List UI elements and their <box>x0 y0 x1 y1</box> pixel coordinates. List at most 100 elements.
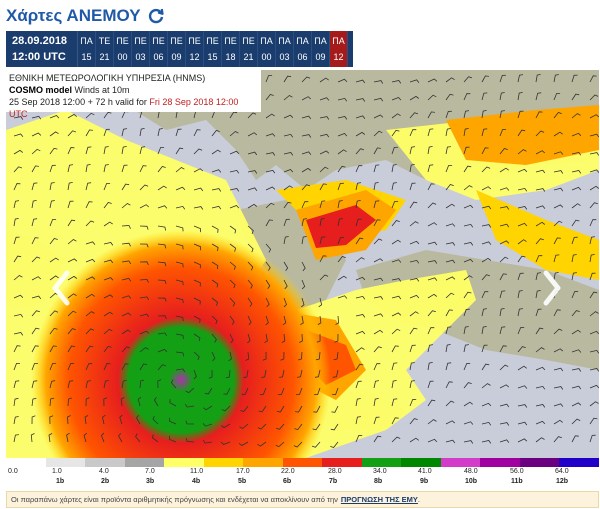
run-info: 25 Sep 2018 12:00 + 72 h valid for <box>9 97 147 107</box>
legend-swatch <box>164 458 204 467</box>
map-info-box: ΕΘΝΙΚΗ ΜΕΤΕΩΡΟΛΟΓΙΚΗ ΥΠΗΡΕΣΙΑ (ΗΝΜS) COS… <box>6 70 261 119</box>
agency-name: ΕΘΝΙΚΗ ΜΕΤΕΩΡΟΛΟΓΙΚΗ ΥΠΗΡΕΣΙΑ (ΗΝΜS) <box>9 73 206 83</box>
legend-ms-label: 7.0 <box>145 468 155 475</box>
wind-map: ΕΘΝΙΚΗ ΜΕΤΕΩΡΟΛΟΓΙΚΗ ΥΠΗΡΕΣΙΑ (ΗΝΜS) COS… <box>6 70 599 458</box>
legend-beaufort-label: 3b <box>146 478 155 485</box>
forecast-timeline: 28.09.2018 12:00 UTC ΠΑ 15 ΤΕ 21 ΠΕ 00 ΠΕ 03 ΠΕ 0… <box>6 31 353 67</box>
selected-datetime: 28.09.2018 12:00 UTC <box>6 31 78 67</box>
legend-swatch <box>440 458 481 467</box>
legend-beaufort-label: 7b <box>329 478 338 485</box>
timeline-slot[interactable]: ΠΕ 18 <box>222 31 240 67</box>
slot-day: ΠΑ <box>80 36 93 46</box>
slot-hour: 00 <box>117 52 128 62</box>
legend-beaufort-label: 6b <box>283 478 292 485</box>
legend-swatch <box>6 458 46 467</box>
timeline-slot[interactable]: ΠΕ 03 <box>132 31 150 67</box>
slot-hour: 12 <box>189 52 200 62</box>
slot-day: ΠΕ <box>188 36 201 46</box>
variable-name: Winds at 10m <box>74 85 130 95</box>
slot-day: ΠΕ <box>242 36 255 46</box>
slot-hour: 03 <box>135 52 146 62</box>
timeline-slot[interactable]: ΤΕ 21 <box>96 31 114 67</box>
timeline-slots: ΠΑ 15 ΤΕ 21 ΠΕ 00 ΠΕ 03 ΠΕ 06 ΠΕ 09 ΠΕ 12 ΠΕ 15 ΠΕ 18 ΠΕ 21… <box>78 31 353 67</box>
legend-beaufort-label: 12b <box>556 478 569 485</box>
slot-hour: 21 <box>99 52 110 62</box>
wind-legend: 0.0 1.0 4.0 7.0 11.0 17.0 22.0 28.0 34.0 41.0 48.0… <box>6 458 599 488</box>
legend-swatch <box>519 458 560 467</box>
timeline-slot[interactable]: ΠΕ 09 <box>168 31 186 67</box>
forecast-link[interactable]: ΠΡΟΓΝΩΣΗ ΤΗΣ ΕΜΥ <box>340 495 418 504</box>
timeline-slot[interactable]: ΠΑ 15 <box>78 31 96 67</box>
disclaimer-text: Οι παραπάνω χάρτες είναι προϊόντα αριθμη… <box>11 495 338 504</box>
legend-swatch <box>282 458 323 467</box>
slot-day: ΠΑ <box>332 36 345 46</box>
timeline-slot[interactable]: ΠΑ 12 <box>330 31 348 67</box>
legend-swatch <box>480 458 520 467</box>
slot-hour: 09 <box>315 52 326 62</box>
disclaimer: Οι παραπάνω χάρτες είναι προϊόντα αριθμη… <box>6 491 599 508</box>
slot-day: ΠΑ <box>314 36 327 46</box>
selected-time: 12:00 UTC <box>12 51 66 63</box>
legend-beaufort-label: 2b <box>101 478 110 485</box>
timeline-slot[interactable]: ΠΕ 15 <box>204 31 222 67</box>
timeline-slot[interactable]: ΠΑ 03 <box>276 31 294 67</box>
legend-beaufort-label: 5b <box>238 478 247 485</box>
legend-ms-label: 56.0 <box>510 468 524 475</box>
slot-hour: 00 <box>261 52 272 62</box>
valid-time: Fri 28 Sep 2018 12:00 UTC <box>9 97 239 119</box>
timeline-slot[interactable]: ΠΑ 06 <box>294 31 312 67</box>
legend-ms-label: 0.0 <box>8 468 18 475</box>
slot-day: ΠΕ <box>152 36 165 46</box>
legend-swatch <box>85 458 125 467</box>
legend-swatch <box>559 458 599 467</box>
legend-beaufort-label: 4b <box>192 478 201 485</box>
legend-color-bar <box>6 458 599 467</box>
legend-ms-label: 28.0 <box>328 468 342 475</box>
timeline-slot[interactable]: ΠΕ 06 <box>150 31 168 67</box>
legend-ms-label: 22.0 <box>281 468 295 475</box>
legend-beaufort-label: 11b <box>511 478 523 485</box>
legend-ms-label: 48.0 <box>464 468 478 475</box>
legend-beaufort-label: 10b <box>465 478 478 485</box>
legend-beaufort-label: 8b <box>374 478 383 485</box>
chevron-left-icon[interactable] <box>50 270 72 306</box>
legend-swatch <box>361 458 402 467</box>
wind-map-image <box>6 70 599 458</box>
slot-hour: 06 <box>297 52 308 62</box>
timeline-slot[interactable]: ΠΑ 00 <box>258 31 276 67</box>
legend-ms-label: 34.0 <box>373 468 387 475</box>
timeline-slot[interactable]: ΠΑ 09 <box>312 31 330 67</box>
legend-ms-label: 11.0 <box>190 468 204 475</box>
legend-ms-label: 4.0 <box>99 468 109 475</box>
selected-date: 28.09.2018 <box>12 35 68 47</box>
legend-swatch <box>45 458 86 467</box>
slot-hour: 09 <box>171 52 182 62</box>
legend-ms-label: 64.0 <box>555 468 569 475</box>
timeline-slot[interactable]: ΠΕ 00 <box>114 31 132 67</box>
page-title: Χάρτες ΑΝΕΜΟΥ <box>6 6 141 25</box>
model-name: COSMO model <box>9 85 73 95</box>
disclaimer-suffix: . <box>417 495 421 504</box>
legend-beaufort-labels: 1b 2b 3b 4b 5b 6b 7b 8b 9b 10b 11b 12b <box>6 477 599 488</box>
legend-ms-labels: 0.0 1.0 4.0 7.0 11.0 17.0 22.0 28.0 34.0 41.0 48.0… <box>6 467 599 477</box>
slot-hour: 18 <box>225 52 236 62</box>
slot-hour: 15 <box>207 52 218 62</box>
refresh-icon[interactable] <box>147 7 165 25</box>
timeline-slot[interactable]: ΠΕ 12 <box>186 31 204 67</box>
slot-day: ΠΕ <box>134 36 147 46</box>
slot-hour: 21 <box>243 52 254 62</box>
legend-swatch <box>401 458 441 467</box>
slot-day: ΠΕ <box>116 36 129 46</box>
slot-day: ΠΑ <box>296 36 309 46</box>
slot-hour: 15 <box>81 52 92 62</box>
legend-swatch <box>243 458 283 467</box>
slot-day: ΠΑ <box>278 36 291 46</box>
slot-day: ΠΕ <box>170 36 183 46</box>
header: Χάρτες ΑΝΕΜΟΥ <box>6 4 165 28</box>
timeline-slot[interactable]: ΠΕ 21 <box>240 31 258 67</box>
legend-swatch <box>124 458 165 467</box>
slot-day: ΠΕ <box>224 36 237 46</box>
legend-swatch <box>203 458 244 467</box>
chevron-right-icon[interactable] <box>541 270 563 306</box>
legend-ms-label: 17.0 <box>236 468 250 475</box>
